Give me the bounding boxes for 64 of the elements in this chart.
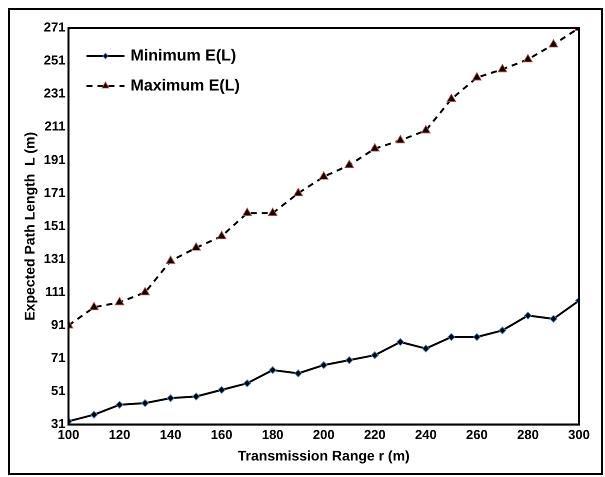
x-tick-label: 240	[414, 426, 437, 442]
x-tick-label: 180	[262, 426, 284, 442]
point	[140, 287, 150, 296]
x-axis-title: Transmission Range r (m)	[238, 447, 410, 464]
point	[243, 379, 252, 388]
point	[370, 143, 380, 152]
point	[89, 302, 99, 310]
point	[191, 242, 201, 251]
point	[548, 39, 558, 48]
legend-label: Maximum E(L)	[130, 77, 240, 94]
y-tick-label: 271	[44, 20, 66, 35]
y-tick-label: 71	[51, 350, 66, 366]
point	[218, 386, 226, 394]
x-tick-label: 280	[517, 426, 539, 442]
point	[421, 125, 431, 134]
point	[524, 312, 532, 320]
point	[166, 256, 176, 264]
point	[498, 326, 506, 334]
point	[90, 410, 98, 419]
point	[498, 64, 508, 72]
point	[472, 72, 482, 80]
point	[370, 351, 379, 360]
point	[294, 369, 302, 378]
point	[446, 94, 456, 102]
point	[116, 400, 124, 409]
y-tick-label: 111	[45, 284, 66, 299]
point	[166, 394, 174, 402]
y-tick-label: 151	[44, 218, 66, 233]
x-tick-label: 220	[364, 426, 386, 442]
point	[268, 366, 277, 374]
point	[422, 344, 430, 352]
point	[550, 314, 558, 323]
point	[293, 188, 303, 196]
x-tick-label: 260	[466, 426, 488, 442]
legend-label: Minimum E(L)	[130, 47, 236, 64]
point	[192, 392, 200, 400]
point	[447, 333, 456, 341]
y-tick-label: 131	[44, 250, 66, 266]
y-tick-label: 191	[44, 152, 66, 167]
x-tick-label: 300	[568, 426, 590, 442]
x-tick-label: 160	[210, 426, 232, 442]
point	[523, 54, 533, 62]
x-tick-label: 140	[160, 426, 182, 442]
x-tick-label: 200	[312, 426, 335, 442]
point	[114, 296, 124, 306]
y-axis-title: Expected Path Length L (m)	[21, 132, 38, 321]
point	[345, 356, 354, 364]
point	[141, 399, 149, 408]
y-tick-label: 211	[44, 118, 66, 134]
x-tick-label: 120	[108, 426, 130, 442]
y-tick-label: 251	[44, 52, 66, 68]
y-tick-label: 91	[51, 317, 66, 332]
point	[473, 333, 481, 341]
point	[396, 134, 406, 144]
point	[396, 338, 404, 346]
y-tick-label: 171	[44, 184, 66, 200]
point	[242, 208, 252, 216]
y-tick-label: 51	[51, 383, 66, 398]
y-tick-label: 231	[44, 86, 66, 101]
point	[344, 160, 354, 168]
point	[216, 230, 226, 240]
point	[319, 171, 328, 180]
point	[320, 361, 328, 370]
point	[268, 208, 278, 216]
